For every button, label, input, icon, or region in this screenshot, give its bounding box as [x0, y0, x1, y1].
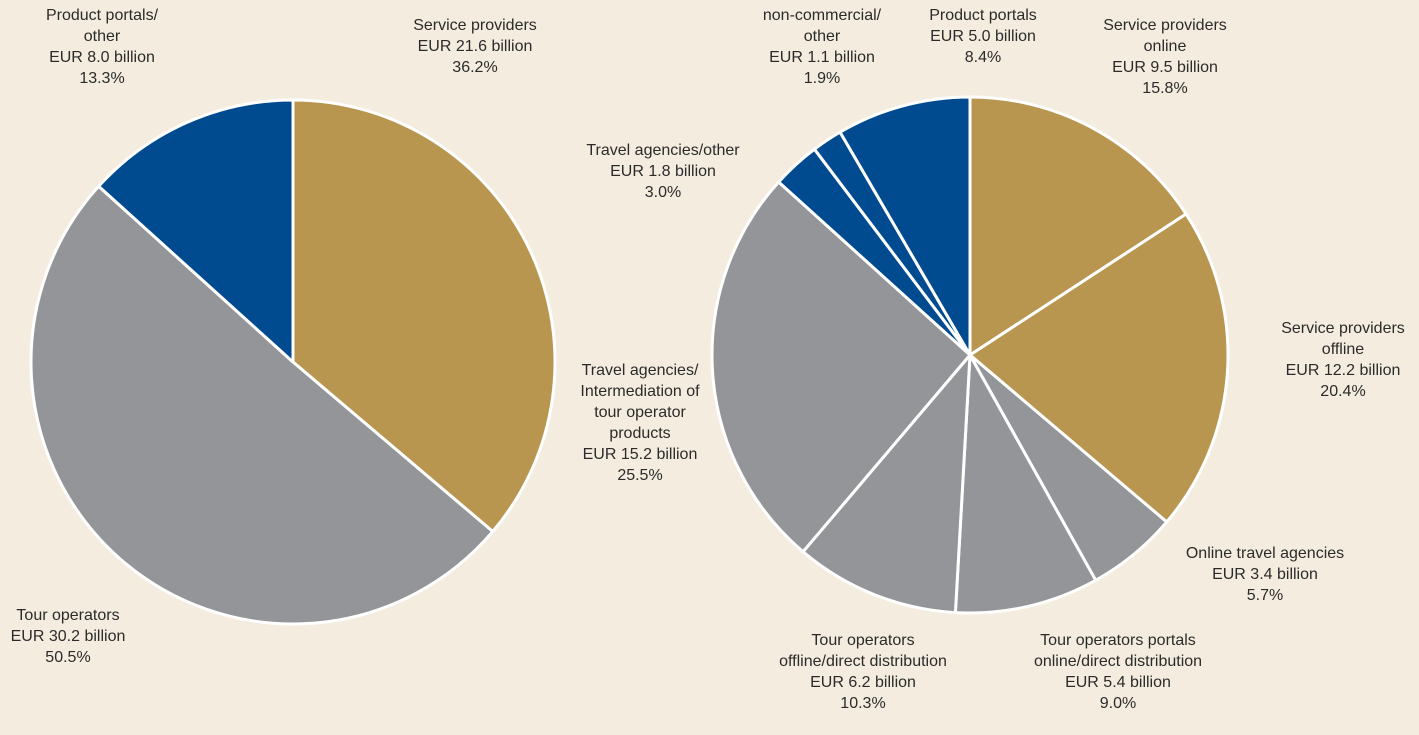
- slice-label: Tour operators EUR 30.2 billion 50.5%: [11, 605, 126, 668]
- amount-label: EUR 1.8 billion: [610, 163, 716, 180]
- amount-label: EUR 5.4 billion: [1065, 674, 1171, 691]
- slice-label: Travel agencies/other EUR 1.8 billion 3.0%: [586, 140, 739, 203]
- category-name: Service providers online: [1103, 17, 1227, 55]
- pie-slice: [968, 212, 1230, 524]
- pie-slice: [968, 95, 1188, 357]
- slice-label: Service providers EUR 21.6 billion 36.2%: [413, 15, 537, 78]
- percent-label: 50.5%: [45, 649, 91, 666]
- category-name: Travel agencies/ Intermediation of tour …: [580, 362, 700, 442]
- percent-label: 9.0%: [1099, 695, 1137, 712]
- percent-label: 13.3%: [79, 70, 125, 87]
- percent-label: 10.3%: [840, 695, 886, 712]
- pie-slice: [710, 180, 972, 554]
- slice-label: Product portals/ other EUR 8.0 billion 13.…: [46, 5, 158, 89]
- amount-label: EUR 21.6 billion: [417, 38, 533, 55]
- percent-label: 20.4%: [1320, 383, 1366, 400]
- amount-label: EUR 1.1 billion: [769, 49, 875, 66]
- amount-label: EUR 9.5 billion: [1112, 59, 1218, 76]
- percent-label: 3.0%: [644, 184, 682, 201]
- category-name: Tour operators: [16, 607, 120, 624]
- slice-label: Online travel agencies EUR 3.4 billion 5.7…: [1186, 543, 1344, 606]
- slice-label: Travel agencies/ Intermediation of tour …: [580, 360, 699, 486]
- slice-label: Service providers online EUR 9.5 billion 1…: [1103, 15, 1227, 99]
- category-name: Service providers: [413, 17, 537, 34]
- category-name: Tour operators offline/direct distributi…: [779, 632, 947, 670]
- percent-label: 15.8%: [1142, 80, 1188, 97]
- amount-label: EUR 3.4 billion: [1212, 566, 1318, 583]
- percent-label: 5.7%: [1246, 587, 1284, 604]
- pie-slice: [29, 184, 495, 626]
- category-name: Product portals: [929, 7, 1037, 24]
- amount-label: EUR 15.2 billion: [582, 446, 698, 463]
- pie-slice: [97, 98, 295, 364]
- amount-label: EUR 12.2 billion: [1285, 362, 1401, 379]
- category-name: Product portals/ other: [45, 7, 159, 45]
- percent-label: 8.4%: [964, 49, 1002, 66]
- pie-slice: [801, 353, 972, 615]
- slice-label: Tour operators offline/direct distributi…: [779, 630, 947, 714]
- slice-label: non-commercial/ other EUR 1.1 billion 1.9%: [763, 5, 881, 89]
- amount-label: EUR 5.0 billion: [930, 28, 1036, 45]
- category-name: non-commercial/ other: [762, 7, 882, 45]
- slice-label: Product portals EUR 5.0 billion 8.4%: [929, 5, 1037, 68]
- slice-label: Tour operators portals online/direct dis…: [1034, 630, 1202, 714]
- amount-label: EUR 8.0 billion: [49, 49, 155, 66]
- slice-label: Service providers offline EUR 12.2 billio…: [1281, 318, 1405, 402]
- amount-label: EUR 30.2 billion: [10, 628, 126, 645]
- pie-slice: [291, 98, 557, 534]
- category-name: Travel agencies/other: [586, 142, 740, 159]
- pie-slice: [953, 353, 1098, 615]
- category-name: Tour operators portals online/direct dis…: [1033, 632, 1203, 670]
- category-name: Online travel agencies: [1185, 545, 1345, 562]
- amount-label: EUR 6.2 billion: [810, 674, 916, 691]
- percent-label: 36.2%: [452, 59, 498, 76]
- category-name: Service providers offline: [1281, 320, 1405, 358]
- percent-label: 25.5%: [617, 467, 663, 484]
- pie-slice: [838, 95, 972, 357]
- percent-label: 1.9%: [803, 70, 841, 87]
